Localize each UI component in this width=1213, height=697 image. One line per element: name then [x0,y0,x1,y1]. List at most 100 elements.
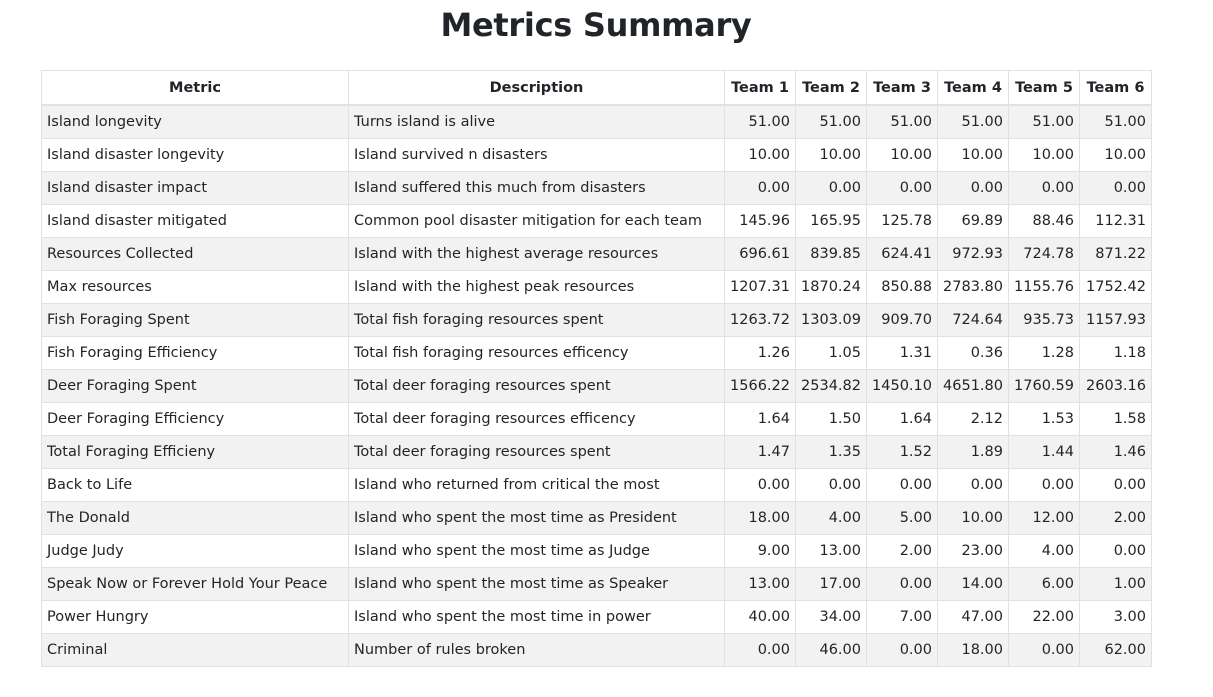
team-5-value-cell: 0.00 [1008,468,1080,502]
team-5-value-cell: 1155.76 [1008,270,1080,304]
team-6-value-cell: 3.00 [1079,600,1152,634]
team-1-value-cell: 696.61 [724,237,796,271]
description-cell: Total deer foraging resources spent [348,435,725,469]
team-3-value-cell: 2.00 [866,534,938,568]
team-1-value-cell: 10.00 [724,138,796,172]
team-6-value-cell: 2603.16 [1079,369,1152,403]
description-cell: Island suffered this much from disasters [348,171,725,205]
team-4-value-cell: 51.00 [937,104,1009,139]
team-6-value-cell: 871.22 [1079,237,1152,271]
team-5-value-cell: 10.00 [1008,138,1080,172]
team-4-value-cell: 0.00 [937,171,1009,205]
metric-cell: Fish Foraging Efficiency [41,336,349,370]
table-row: Island disaster longevity Island survived… [41,138,1152,172]
metric-cell: Back to Life [41,468,349,502]
table-row: The Donald Island who spent the most time… [41,501,1152,535]
team-4-value-cell: 69.89 [937,204,1009,238]
team-3-value-cell: 850.88 [866,270,938,304]
team-1-value-cell: 1.64 [724,402,796,436]
description-cell: Number of rules broken [348,633,725,667]
table-row: Max resources Island with the highest pea… [41,270,1152,304]
team-4-value-cell: 0.36 [937,336,1009,370]
team-5-value-cell: 51.00 [1008,104,1080,139]
team-1-value-cell: 1.26 [724,336,796,370]
team-4-value-cell: 2.12 [937,402,1009,436]
column-header-team-6: Team 6 [1079,70,1152,106]
team-6-value-cell: 1157.93 [1079,303,1152,337]
team-2-value-cell: 34.00 [795,600,867,634]
team-5-value-cell: 0.00 [1008,171,1080,205]
table-header: Metric Description Team 1 Team 2 Team 3 Team … [41,70,1152,106]
team-1-value-cell: 51.00 [724,104,796,139]
metric-cell: Speak Now or Forever Hold Your Peace [41,567,349,601]
description-cell: Island who returned from critical the mo… [348,468,725,502]
description-cell: Turns island is alive [348,104,725,139]
team-3-value-cell: 624.41 [866,237,938,271]
team-1-value-cell: 9.00 [724,534,796,568]
column-header-team-5: Team 5 [1008,70,1080,106]
column-header-team-4: Team 4 [937,70,1009,106]
team-2-value-cell: 10.00 [795,138,867,172]
team-1-value-cell: 1263.72 [724,303,796,337]
team-5-value-cell: 1.44 [1008,435,1080,469]
team-5-value-cell: 22.00 [1008,600,1080,634]
description-cell: Common pool disaster mitigation for each… [348,204,725,238]
team-3-value-cell: 0.00 [866,171,938,205]
team-2-value-cell: 839.85 [795,237,867,271]
table-row: Criminal Number of rules broken 0.00 46.00 0… [41,633,1152,667]
column-header-metric: Metric [41,70,349,106]
description-cell: Island who spent the most time in power [348,600,725,634]
description-cell: Island who spent the most time as Presid… [348,501,725,535]
column-header-team-3: Team 3 [866,70,938,106]
metric-cell: Total Foraging Efficieny [41,435,349,469]
metric-cell: Deer Foraging Efficiency [41,402,349,436]
table-row: Judge Judy Island who spent the most time… [41,534,1152,568]
metric-cell: Max resources [41,270,349,304]
team-3-value-cell: 7.00 [866,600,938,634]
metric-cell: The Donald [41,501,349,535]
team-3-value-cell: 0.00 [866,567,938,601]
team-3-value-cell: 10.00 [866,138,938,172]
team-1-value-cell: 0.00 [724,633,796,667]
description-cell: Island who spent the most time as Speake… [348,567,725,601]
description-cell: Total fish foraging resources efficency [348,336,725,370]
team-6-value-cell: 2.00 [1079,501,1152,535]
team-5-value-cell: 0.00 [1008,633,1080,667]
team-5-value-cell: 88.46 [1008,204,1080,238]
metric-cell: Island disaster longevity [41,138,349,172]
metric-cell: Island disaster mitigated [41,204,349,238]
team-4-value-cell: 2783.80 [937,270,1009,304]
table-row: Back to Life Island who returned from cri… [41,468,1152,502]
metric-cell: Island longevity [41,104,349,139]
table-row: Fish Foraging Efficiency Total fish forag… [41,336,1152,370]
team-1-value-cell: 0.00 [724,468,796,502]
team-6-value-cell: 10.00 [1079,138,1152,172]
page-title: Metrics Summary [440,6,752,44]
team-6-value-cell: 0.00 [1079,171,1152,205]
table-row: Speak Now or Forever Hold Your Peace Isla… [41,567,1152,601]
team-3-value-cell: 909.70 [866,303,938,337]
team-3-value-cell: 1.64 [866,402,938,436]
team-6-value-cell: 0.00 [1079,534,1152,568]
team-2-value-cell: 51.00 [795,104,867,139]
metric-cell: Deer Foraging Spent [41,369,349,403]
table-row: Resources Collected Island with the highe… [41,237,1152,271]
header-row: Metric Description Team 1 Team 2 Team 3 Team … [41,70,1152,106]
team-4-value-cell: 23.00 [937,534,1009,568]
team-4-value-cell: 14.00 [937,567,1009,601]
description-cell: Island with the highest average resource… [348,237,725,271]
team-4-value-cell: 10.00 [937,501,1009,535]
team-5-value-cell: 724.78 [1008,237,1080,271]
team-2-value-cell: 0.00 [795,171,867,205]
column-header-description: Description [348,70,725,106]
team-6-value-cell: 51.00 [1079,104,1152,139]
team-1-value-cell: 18.00 [724,501,796,535]
metrics-table: Metric Description Team 1 Team 2 Team 3 Team … [41,70,1152,667]
team-1-value-cell: 1566.22 [724,369,796,403]
team-2-value-cell: 1.50 [795,402,867,436]
team-2-value-cell: 1.35 [795,435,867,469]
team-4-value-cell: 18.00 [937,633,1009,667]
team-1-value-cell: 1.47 [724,435,796,469]
team-5-value-cell: 12.00 [1008,501,1080,535]
team-5-value-cell: 935.73 [1008,303,1080,337]
